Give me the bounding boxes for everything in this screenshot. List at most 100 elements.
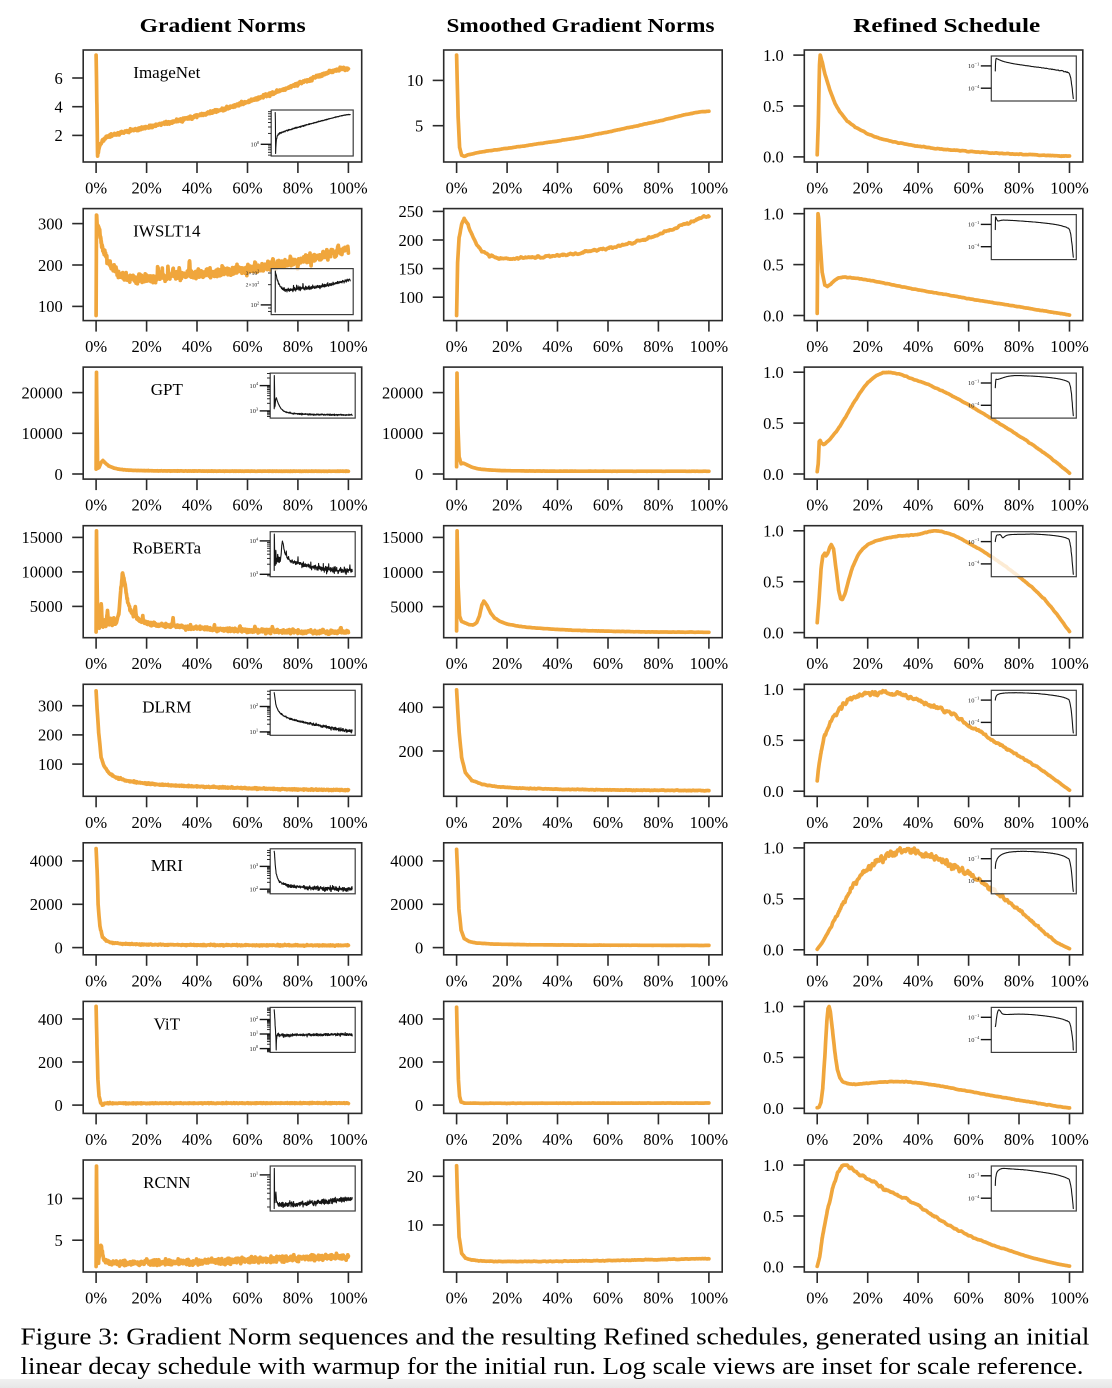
svg-text:100: 100 xyxy=(38,297,63,316)
svg-text:40%: 40% xyxy=(542,496,573,515)
svg-text:80%: 80% xyxy=(643,1289,674,1308)
svg-text:20%: 20% xyxy=(492,179,523,198)
svg-text:Refined Schedule: Refined Schedule xyxy=(853,16,1040,37)
svg-text:40%: 40% xyxy=(903,1130,934,1149)
svg-text:40%: 40% xyxy=(182,1130,213,1149)
svg-text:20%: 20% xyxy=(131,971,162,990)
svg-text:100%: 100% xyxy=(329,1130,368,1149)
svg-text:80%: 80% xyxy=(643,971,674,990)
svg-text:2×102: 2×102 xyxy=(246,280,260,289)
svg-text:80%: 80% xyxy=(283,971,314,990)
svg-text:20%: 20% xyxy=(853,179,884,198)
svg-text:80%: 80% xyxy=(1004,1130,1035,1149)
svg-text:20%: 20% xyxy=(492,654,523,673)
svg-text:40%: 40% xyxy=(903,496,934,515)
svg-text:0%: 0% xyxy=(806,813,828,832)
svg-text:1.0: 1.0 xyxy=(763,46,784,65)
svg-text:60%: 60% xyxy=(232,496,263,515)
svg-text:0%: 0% xyxy=(85,1289,107,1308)
svg-text:100%: 100% xyxy=(690,971,729,990)
svg-text:60%: 60% xyxy=(232,1289,263,1308)
svg-text:6: 6 xyxy=(54,69,62,88)
svg-text:10−4: 10−4 xyxy=(968,718,980,727)
svg-text:80%: 80% xyxy=(1004,813,1035,832)
svg-text:10−4: 10−4 xyxy=(968,877,980,886)
svg-text:10−1: 10−1 xyxy=(968,537,980,546)
svg-text:101: 101 xyxy=(250,1171,259,1180)
svg-text:100%: 100% xyxy=(1050,971,1089,990)
svg-text:15000: 15000 xyxy=(21,528,62,547)
svg-text:20%: 20% xyxy=(492,1289,523,1308)
svg-text:80%: 80% xyxy=(283,654,314,673)
svg-text:100%: 100% xyxy=(690,1289,729,1308)
svg-text:1.0: 1.0 xyxy=(763,997,784,1016)
svg-text:150: 150 xyxy=(398,259,423,278)
svg-text:80%: 80% xyxy=(643,496,674,515)
svg-text:100%: 100% xyxy=(1050,496,1089,515)
svg-text:0: 0 xyxy=(415,938,423,957)
svg-text:100: 100 xyxy=(251,140,260,149)
svg-text:104: 104 xyxy=(250,381,259,390)
svg-text:60%: 60% xyxy=(232,1130,263,1149)
svg-text:60%: 60% xyxy=(953,1289,984,1308)
svg-text:80%: 80% xyxy=(643,654,674,673)
svg-text:0.5: 0.5 xyxy=(763,97,784,116)
svg-text:Smoothed Gradient Norms: Smoothed Gradient Norms xyxy=(447,16,715,37)
svg-text:10−4: 10−4 xyxy=(968,84,980,93)
svg-text:2: 2 xyxy=(54,126,62,145)
svg-text:40%: 40% xyxy=(903,179,934,198)
svg-text:60%: 60% xyxy=(953,654,984,673)
svg-text:4000: 4000 xyxy=(390,852,423,871)
svg-text:5000: 5000 xyxy=(30,597,63,616)
svg-text:20%: 20% xyxy=(131,179,162,198)
svg-text:3×102: 3×102 xyxy=(246,268,260,277)
svg-text:0%: 0% xyxy=(446,971,468,990)
svg-text:20%: 20% xyxy=(131,496,162,515)
svg-text:60%: 60% xyxy=(593,179,624,198)
svg-text:103: 103 xyxy=(250,862,259,871)
svg-text:0%: 0% xyxy=(806,1130,828,1149)
svg-text:40%: 40% xyxy=(542,813,573,832)
svg-text:20000: 20000 xyxy=(382,383,423,402)
svg-text:0.0: 0.0 xyxy=(763,782,784,801)
svg-text:10000: 10000 xyxy=(21,563,62,582)
svg-text:RoBERTa: RoBERTa xyxy=(132,539,201,558)
svg-text:100%: 100% xyxy=(329,337,368,356)
svg-text:0.5: 0.5 xyxy=(763,731,784,750)
svg-text:15000: 15000 xyxy=(382,528,423,547)
svg-text:80%: 80% xyxy=(283,496,314,515)
svg-text:40%: 40% xyxy=(182,971,213,990)
svg-text:20%: 20% xyxy=(492,496,523,515)
svg-text:60%: 60% xyxy=(593,1130,624,1149)
svg-text:20%: 20% xyxy=(131,1289,162,1308)
svg-text:60%: 60% xyxy=(232,654,263,673)
svg-text:linear decay schedule with war: linear decay schedule with warmup for th… xyxy=(21,1353,1084,1380)
svg-text:0%: 0% xyxy=(446,337,468,356)
svg-text:100: 100 xyxy=(398,288,423,307)
svg-text:200: 200 xyxy=(398,231,423,250)
svg-text:0.0: 0.0 xyxy=(763,1258,784,1277)
svg-text:40%: 40% xyxy=(542,654,573,673)
svg-text:20000: 20000 xyxy=(21,383,62,402)
svg-text:101: 101 xyxy=(250,1030,259,1039)
svg-text:0: 0 xyxy=(415,465,423,484)
svg-text:20%: 20% xyxy=(853,1130,884,1149)
svg-text:104: 104 xyxy=(250,537,259,546)
svg-text:0%: 0% xyxy=(85,496,107,515)
svg-text:200: 200 xyxy=(398,742,423,761)
svg-text:60%: 60% xyxy=(593,1289,624,1308)
svg-text:40%: 40% xyxy=(903,971,934,990)
svg-text:200: 200 xyxy=(398,1053,423,1072)
svg-text:40%: 40% xyxy=(542,179,573,198)
svg-text:0%: 0% xyxy=(806,654,828,673)
svg-text:102: 102 xyxy=(250,1015,259,1024)
svg-text:80%: 80% xyxy=(1004,496,1035,515)
svg-text:100: 100 xyxy=(250,1044,259,1053)
svg-text:10−4: 10−4 xyxy=(968,401,980,410)
svg-text:0%: 0% xyxy=(806,971,828,990)
svg-text:100%: 100% xyxy=(329,496,368,515)
svg-text:200: 200 xyxy=(38,256,63,275)
svg-text:102: 102 xyxy=(251,301,260,310)
svg-text:100%: 100% xyxy=(329,971,368,990)
svg-text:0.5: 0.5 xyxy=(763,255,784,274)
